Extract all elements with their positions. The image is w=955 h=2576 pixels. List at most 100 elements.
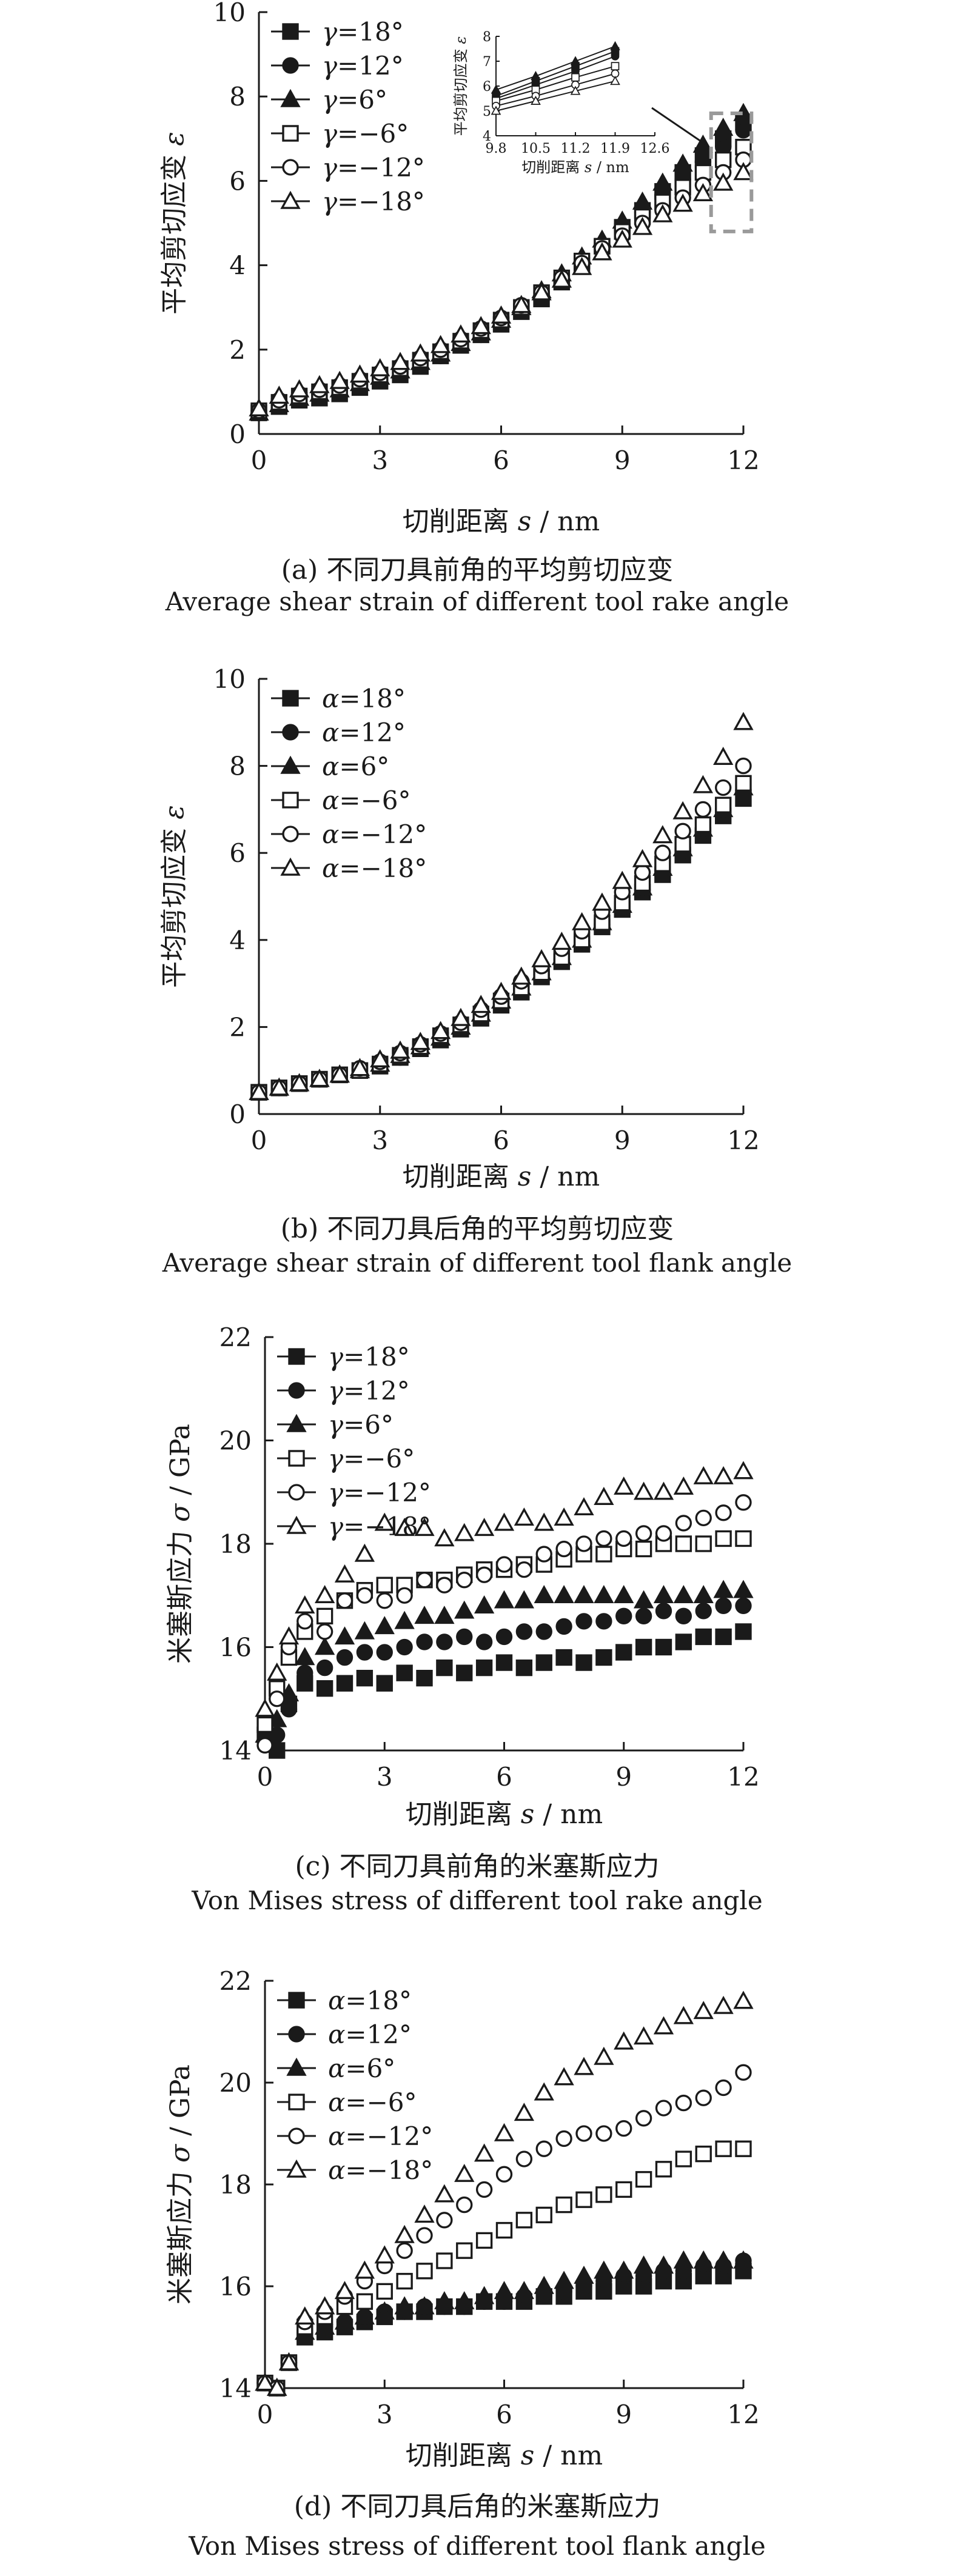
data-point <box>495 2221 513 2239</box>
legend-marker <box>288 2127 305 2144</box>
inset-data-point <box>531 95 541 105</box>
data-point <box>713 2250 734 2269</box>
data-point <box>491 981 512 1000</box>
data-point <box>695 1628 712 1646</box>
inset-data-point <box>611 62 620 71</box>
data-point <box>334 2281 355 2300</box>
y-tick-label: 10 <box>213 664 246 694</box>
data-point <box>354 1543 375 1562</box>
inset-y-tick-label: 7 <box>483 55 491 70</box>
data-point <box>494 1590 515 1609</box>
data-point <box>354 1621 375 1640</box>
data-point <box>454 1523 475 1541</box>
data-point <box>436 2252 453 2269</box>
data-point <box>354 2306 375 2325</box>
data-point <box>255 1698 275 1717</box>
data-point <box>314 1637 335 1655</box>
legend-label: α=−12° <box>328 2121 433 2151</box>
data-point <box>436 2212 453 2229</box>
data-point <box>336 1675 354 1692</box>
data-point <box>495 1556 513 1573</box>
data-point <box>733 1580 754 1598</box>
inset-y-axis-label: 平均剪切应变 ε <box>452 36 469 136</box>
data-point <box>572 912 592 930</box>
data-point <box>390 352 410 370</box>
data-point <box>575 1654 592 1671</box>
data-point <box>675 2094 692 2112</box>
data-point <box>592 242 612 261</box>
data-point <box>354 2260 375 2279</box>
data-point <box>474 2143 495 2162</box>
y-tick-label: 10 <box>213 0 246 27</box>
data-point <box>733 2250 754 2269</box>
y-axis-label: 米塞斯应力 σ / GPa <box>165 1424 196 1664</box>
data-point <box>635 2110 652 2127</box>
data-point <box>394 2224 415 2243</box>
data-point <box>295 2306 315 2325</box>
data-point <box>280 1701 298 1718</box>
data-point <box>256 1737 273 1754</box>
y-tick-label: 20 <box>219 2068 252 2098</box>
data-point <box>614 1584 634 1603</box>
y-tick-label: 8 <box>229 82 246 112</box>
inset-series-line <box>495 55 615 99</box>
x-axis-label: 切削距离 s / nm <box>403 1161 600 1192</box>
data-point <box>474 1595 495 1614</box>
data-point <box>374 1616 395 1635</box>
legend-marker <box>286 2159 307 2178</box>
data-point <box>336 1649 354 1666</box>
data-point <box>451 324 471 343</box>
data-point <box>733 162 754 181</box>
y-axis-label: 平均剪切应变 ε <box>159 805 190 988</box>
legend-label: γ=18° <box>328 1342 410 1372</box>
data-point <box>555 1649 572 1666</box>
data-point <box>494 2281 515 2300</box>
legend-label: γ=−6° <box>322 119 409 148</box>
data-point <box>454 1600 475 1619</box>
inset-series-line <box>495 65 615 102</box>
data-point <box>316 1623 333 1640</box>
data-point <box>634 864 651 881</box>
inset-chart: 4 5 6 7 8 9.8 10.5 11.2 11.9 12.6 切削距离 s / nm 平均剪切应… <box>452 30 669 176</box>
data-point <box>297 1613 313 1630</box>
data-point <box>673 2006 694 2024</box>
data-point <box>652 825 673 844</box>
data-point <box>735 775 752 792</box>
data-point <box>471 995 491 1013</box>
data-point <box>713 172 734 191</box>
data-point <box>615 2120 632 2137</box>
data-point <box>633 1590 654 1609</box>
data-point <box>654 844 671 861</box>
data-point <box>334 1564 355 1583</box>
data-point <box>515 1623 533 1640</box>
data-point <box>575 1613 592 1630</box>
data-point <box>715 2079 732 2097</box>
inset-x-axis-label: 切削距离 s / nm <box>521 159 629 176</box>
x-tick-label: 12 <box>727 1762 759 1792</box>
data-point <box>289 379 310 398</box>
x-tick-label: 6 <box>493 1126 509 1155</box>
legend-marker <box>282 125 299 142</box>
data-point <box>595 1649 612 1666</box>
legend-label: γ=−12° <box>328 1478 431 1507</box>
data-point <box>635 1540 652 1558</box>
legend-marker <box>288 2026 305 2043</box>
legend-marker <box>282 826 299 843</box>
data-point <box>615 2181 632 2198</box>
inset-x-tick-label: 11.9 <box>600 141 630 156</box>
data-point <box>267 1662 287 1681</box>
data-point <box>511 295 532 313</box>
data-point <box>456 1664 473 1681</box>
data-point <box>494 2123 515 2141</box>
data-point <box>555 1540 572 1558</box>
data-point <box>735 1623 752 1640</box>
data-point <box>396 2242 413 2259</box>
legend-marker <box>286 1413 307 1432</box>
data-point <box>316 1680 333 1697</box>
data-point <box>555 2196 572 2214</box>
data-point <box>574 2057 594 2075</box>
data-point <box>475 1633 493 1650</box>
data-point <box>374 1512 395 1531</box>
x-tick-label: 12 <box>727 445 759 475</box>
chart-panel-3: 14 16 18 20 22 0 3 6 9 12 切削距离 s / nm 米塞斯应力 σ / GPa… <box>165 1323 763 1915</box>
